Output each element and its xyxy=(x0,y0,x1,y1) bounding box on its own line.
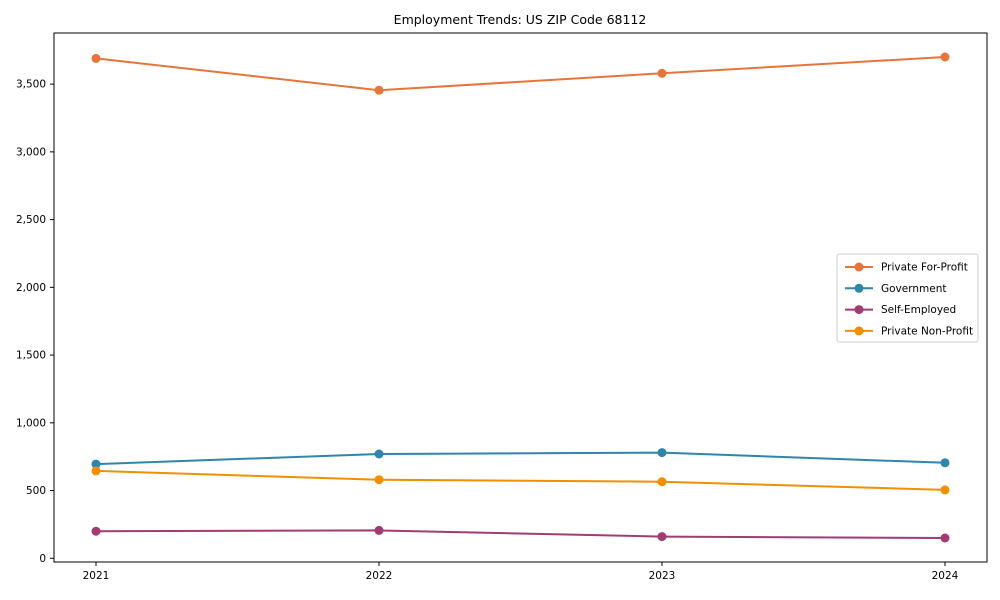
x-tick-label: 2023 xyxy=(649,570,676,582)
data-point xyxy=(657,477,667,487)
chart-title: Employment Trends: US ZIP Code 68112 xyxy=(394,12,647,27)
legend-label: Private For-Profit xyxy=(881,262,968,274)
data-point xyxy=(940,52,950,62)
series-line-private-non-profit xyxy=(95,469,946,491)
data-point xyxy=(91,53,101,63)
data-point xyxy=(657,532,667,542)
x-axis-ticks: 2021 2022 2023 2024 xyxy=(83,562,959,582)
legend-label: Self-Employed xyxy=(881,304,956,316)
legend-label: Government xyxy=(881,283,946,295)
y-tick-label: 1,000 xyxy=(16,417,46,429)
y-tick-label: 2,500 xyxy=(16,214,46,226)
x-tick-label: 2024 xyxy=(932,570,959,582)
data-point xyxy=(91,466,101,476)
data-point xyxy=(657,448,667,458)
data-point xyxy=(374,525,384,535)
y-tick-label: 3,000 xyxy=(16,146,46,158)
x-tick-label: 2022 xyxy=(366,570,393,582)
data-point xyxy=(374,449,384,459)
data-point xyxy=(940,533,950,543)
data-point xyxy=(374,85,384,95)
legend-marker xyxy=(854,305,864,315)
legend-marker xyxy=(854,262,864,272)
y-tick-label: 1,500 xyxy=(16,350,46,362)
data-point xyxy=(91,526,101,536)
data-point xyxy=(91,459,101,469)
series-line-government xyxy=(95,451,946,466)
data-series xyxy=(91,52,950,543)
legend-marker xyxy=(854,283,864,293)
y-tick-label: 3,500 xyxy=(16,79,46,91)
legend: Private For-Profit Government Self-Employe… xyxy=(836,253,979,343)
plot-border xyxy=(53,32,988,563)
y-axis-ticks: 0 500 1,000 1,500 2,000 2,500 3,000 3,500 xyxy=(16,79,54,565)
data-point xyxy=(657,68,667,78)
y-tick-label: 500 xyxy=(26,485,46,497)
x-tick-label: 2021 xyxy=(83,570,110,582)
data-point xyxy=(940,458,950,468)
y-tick-label: 0 xyxy=(39,553,46,565)
series-line-private-for-profit xyxy=(95,56,946,92)
legend-box xyxy=(836,253,979,343)
series-line-self-employed xyxy=(95,529,946,539)
data-point xyxy=(940,485,950,495)
data-point xyxy=(374,475,384,485)
legend-marker xyxy=(854,326,864,336)
y-tick-label: 2,000 xyxy=(16,282,46,294)
legend-label: Private Non-Profit xyxy=(881,325,973,337)
